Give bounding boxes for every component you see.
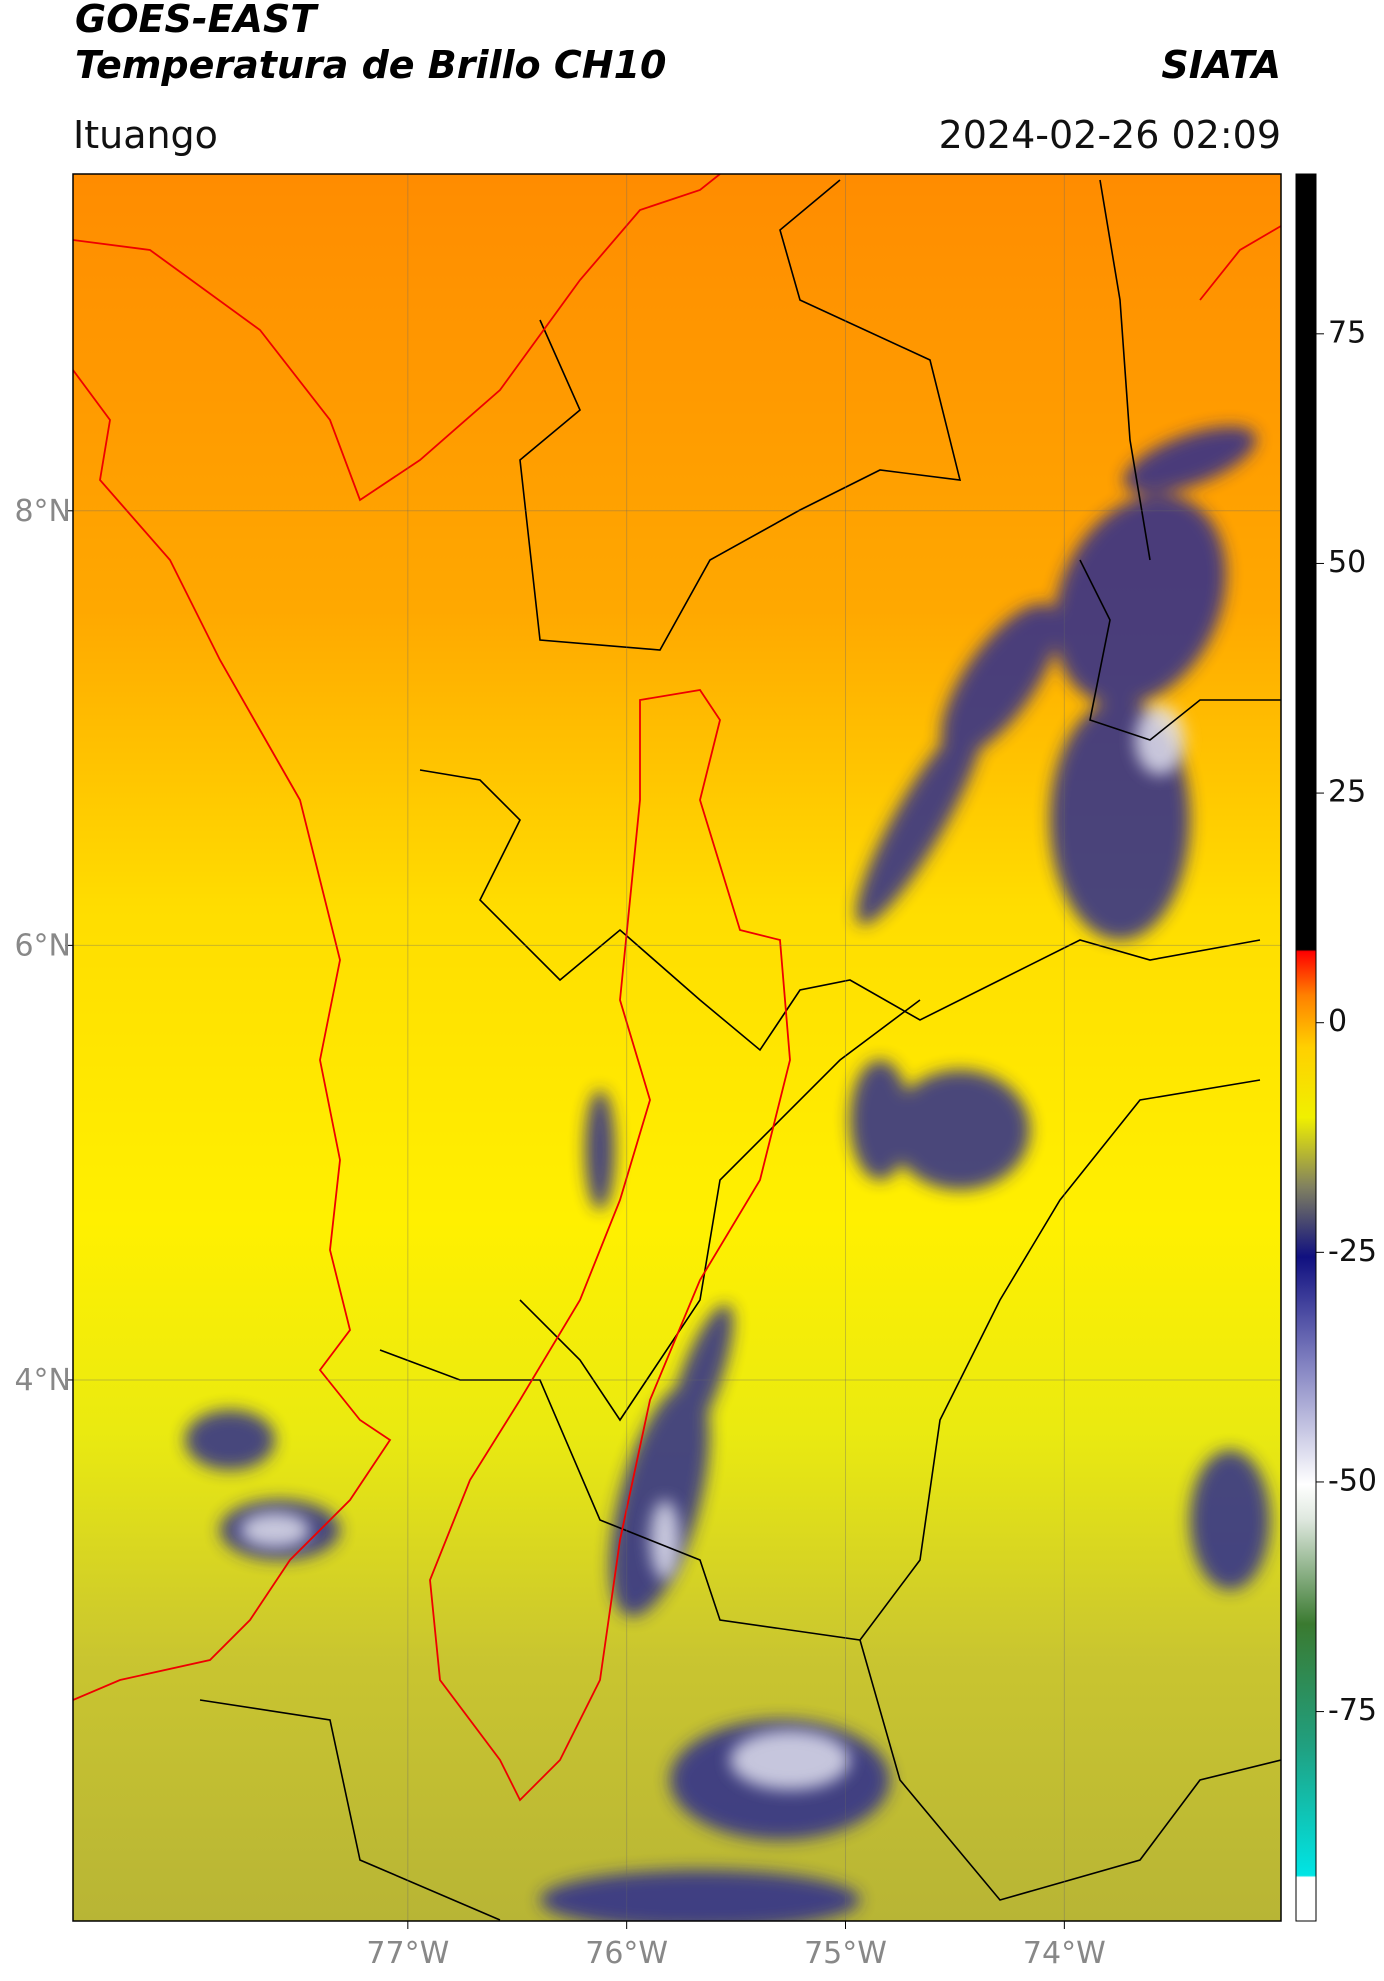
colorbar-label: 25: [1328, 775, 1366, 810]
colorbar-label: 0: [1328, 1004, 1347, 1039]
colorbar-label: -50: [1328, 1463, 1377, 1498]
cold-tops: [240, 705, 1185, 1790]
departments: [199, 179, 1281, 1921]
title: GOES-EAST: [75, 0, 319, 41]
colorbar-label: 75: [1328, 315, 1366, 350]
colorbar: [1295, 173, 1317, 1922]
agency: SIATA: [1161, 43, 1281, 87]
colorbar-label: -25: [1328, 1234, 1377, 1269]
y-tick-label: 8°N: [14, 494, 71, 529]
map-background: [73, 174, 1281, 1921]
datetime: 2024-02-26 02:09: [939, 113, 1281, 157]
colorbar-label: 50: [1328, 545, 1366, 580]
graticule: [73, 174, 1281, 1921]
y-tick-label: 6°N: [14, 928, 71, 963]
subtitle: Temperatura de Brillo CH10: [75, 43, 666, 87]
x-tick-label: 77°W: [366, 1936, 449, 1971]
map-frame: [72, 173, 1282, 1922]
map-image: [73, 174, 1281, 1921]
x-tick-label: 75°W: [804, 1936, 887, 1971]
colorbar-label: -75: [1328, 1693, 1377, 1728]
y-tick-label: 4°N: [14, 1363, 71, 1398]
clouds: [185, 426, 1270, 1921]
coast-and-basin: [73, 174, 1281, 1802]
region: Ituango: [73, 113, 218, 157]
x-tick-label: 74°W: [1023, 1936, 1106, 1971]
x-tick-label: 76°W: [585, 1936, 668, 1971]
